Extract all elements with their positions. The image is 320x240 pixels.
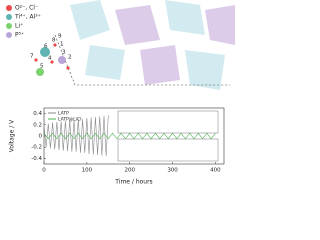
polyhedron	[165, 0, 205, 35]
polyhedron	[70, 0, 110, 40]
x-tick-label: 100	[82, 168, 93, 174]
site-label: 3	[62, 50, 66, 56]
cell-edge	[54, 34, 230, 86]
legend-label: P⁵⁺	[15, 32, 24, 39]
y-axis-label: Voltage / V	[9, 119, 16, 152]
legend-label: O²⁻, Cl⁻	[15, 5, 38, 12]
site-label: 7	[30, 54, 34, 60]
atom	[40, 47, 50, 57]
crystal-structure	[34, 0, 235, 90]
series-line	[43, 132, 216, 140]
inset	[117, 138, 219, 162]
inset	[117, 110, 219, 134]
legend-label: LATP	[58, 111, 69, 117]
x-axis-label: Time / hours	[114, 179, 152, 186]
y-tick-label: 0.4	[33, 111, 42, 117]
atom	[66, 66, 70, 70]
atom	[34, 58, 38, 62]
atom	[58, 56, 66, 64]
polyhedron	[205, 5, 235, 45]
site-label: 9	[58, 34, 62, 40]
legend-label: Ti⁴⁺, Al³⁺	[14, 14, 41, 21]
plot: 0 100 200 300 400 -0.4 -0.2 0 0.2 0.4 LATPLATP@LiC…	[31, 111, 221, 174]
legend-label: Li⁺	[15, 23, 23, 30]
legend-swatch	[6, 14, 12, 20]
legend-swatch	[6, 32, 12, 38]
atom	[53, 43, 57, 47]
legend: O²⁻, Cl⁻ Ti⁴⁺, Al³⁺ Li⁺ P⁵⁺	[6, 5, 41, 39]
site-label: 5	[40, 64, 44, 70]
atom	[36, 68, 44, 76]
series-line	[43, 115, 109, 157]
x-tick-label: 200	[124, 168, 135, 174]
y-tick-label: -0.2	[31, 145, 42, 151]
x-tick-label: 0	[42, 168, 46, 174]
polyhedron	[140, 45, 180, 85]
site-label: 8	[52, 38, 56, 44]
site-label: 4	[48, 56, 52, 62]
legend-label: LATP@LiCl	[58, 117, 81, 123]
x-tick-label: 400	[210, 168, 221, 174]
site-label: 2	[68, 55, 72, 61]
x-tick-label: 300	[167, 168, 178, 174]
site-label: 1	[60, 42, 64, 48]
atom	[50, 60, 54, 64]
polyhedron	[185, 50, 225, 90]
site-label: 6	[44, 44, 48, 50]
y-tick-label: -0.4	[31, 156, 42, 162]
legend-swatch	[6, 5, 12, 11]
polyhedron	[115, 5, 160, 45]
polyhedron	[85, 45, 125, 80]
legend-swatch	[6, 23, 12, 29]
y-tick-label: 0.2	[33, 122, 42, 128]
y-tick-label: 0	[39, 134, 43, 140]
